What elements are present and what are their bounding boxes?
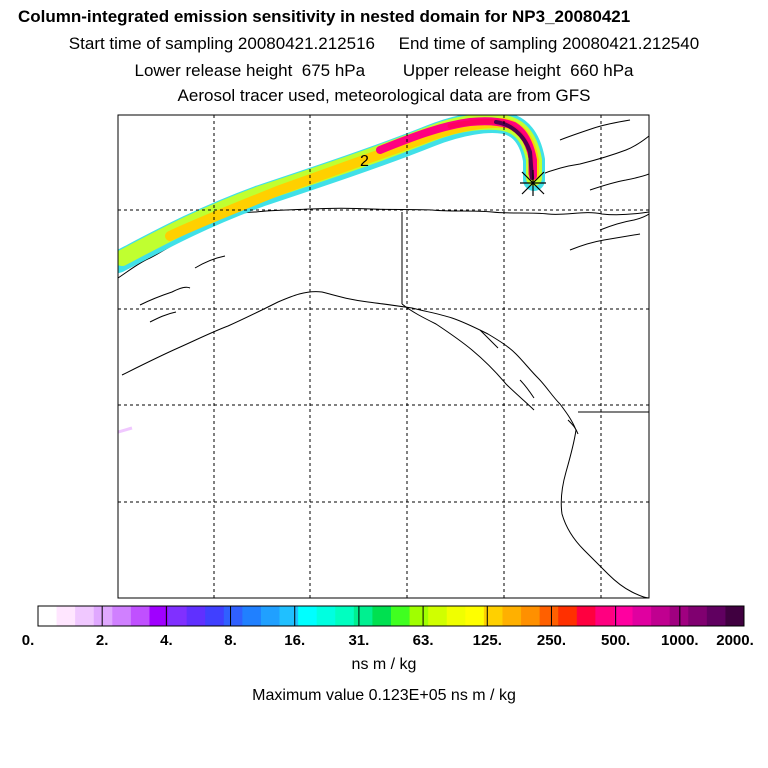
colorbar-swatch <box>725 606 745 626</box>
colorbar-label: 1000. <box>661 632 699 649</box>
colorbar-swatch <box>56 606 76 626</box>
release-location-marker <box>520 170 546 196</box>
colorbar-swatch <box>391 606 411 626</box>
gridlines <box>118 115 649 598</box>
colorbar-swatch <box>242 606 262 626</box>
colorbar-swatch <box>260 606 281 626</box>
colorbar-units: ns m / kg <box>351 656 417 673</box>
colorbar-label: 250. <box>536 632 567 649</box>
colorbar-swatch <box>75 606 95 626</box>
colorbar-swatch <box>576 606 596 626</box>
borders <box>401 212 649 413</box>
colorbar-swatch <box>112 606 132 626</box>
maximum-value: Maximum value 0.123E+05 ns m / kg <box>252 687 516 704</box>
colorbar-label: 0. <box>21 632 35 649</box>
colorbar-label: 31. <box>348 632 370 649</box>
colorbar-swatch <box>651 606 671 626</box>
colorbar-swatch <box>38 606 58 626</box>
colorbar-swatch <box>409 606 429 626</box>
colorbar-swatch <box>595 606 615 626</box>
map-content: 2 <box>118 115 649 598</box>
colorbar-swatch <box>335 606 355 626</box>
colorbar-swatch <box>93 606 113 626</box>
colorbar-swatch <box>149 606 169 626</box>
colorbar-label: 4. <box>160 632 173 649</box>
colorbar-swatch <box>130 606 150 626</box>
colorbar-label: 63. <box>412 632 434 649</box>
colorbar-swatch <box>298 606 318 626</box>
colorbar-swatch <box>372 606 392 626</box>
colorbar-frame <box>37 605 745 627</box>
colorbar-swatch <box>706 606 726 626</box>
colorbar-swatch <box>483 606 503 626</box>
colorbar-label: 500. <box>601 632 631 649</box>
colorbar-swatch <box>521 606 541 626</box>
colorbar-swatch <box>186 606 206 626</box>
plume-day-label: 2 <box>360 153 369 170</box>
release-heights: Lower release height 675 hPa Upper relea… <box>134 61 634 80</box>
tracer-info: Aerosol tracer used, meteorological data… <box>177 86 591 105</box>
colorbar <box>37 605 745 627</box>
colorbar-swatch <box>669 606 689 626</box>
colorbar-swatch <box>558 606 578 626</box>
colorbar-label: 2000. <box>716 632 754 649</box>
colorbar-swatch <box>353 606 373 626</box>
colorbar-swatch <box>446 606 466 626</box>
colorbar-label: 125. <box>472 632 502 649</box>
colorbar-swatch <box>465 606 485 626</box>
colorbar-swatch <box>613 606 634 626</box>
colorbar-swatch <box>502 606 522 626</box>
colorbar-swatch <box>428 606 448 626</box>
colorbar-swatch <box>205 606 225 626</box>
coastlines <box>118 119 649 598</box>
colorbar-label: 2. <box>95 632 109 649</box>
colorbar-label: 16. <box>284 632 306 649</box>
colorbar-swatch <box>279 606 299 626</box>
colorbar-swatch <box>632 606 652 626</box>
colorbar-swatch <box>168 606 188 626</box>
colorbar-swatch <box>316 606 336 626</box>
sampling-times: Start time of sampling 20080421.212516 E… <box>68 34 700 53</box>
chart-title: Column-integrated emission sensitivity i… <box>18 7 631 26</box>
colorbar-label: 8. <box>224 632 237 649</box>
plume <box>118 115 545 434</box>
map-frame <box>117 114 650 599</box>
colorbar-swatch <box>223 606 243 626</box>
colorbar-swatch <box>539 606 559 626</box>
colorbar-swatch <box>688 606 708 626</box>
